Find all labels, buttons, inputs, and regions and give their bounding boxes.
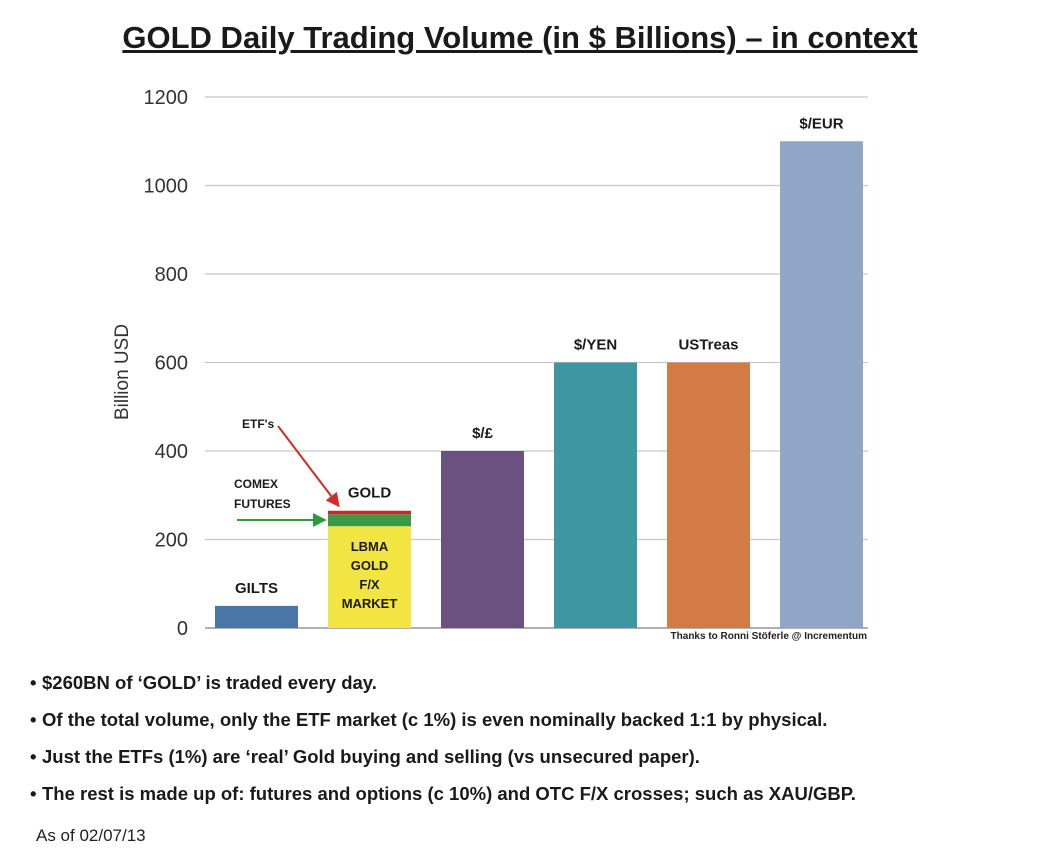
comex-annotation: FUTURES (234, 497, 291, 511)
gold-stack-segment (328, 526, 411, 628)
bullet-list: • $260BN of ‘GOLD’ is traded every day. •… (30, 664, 856, 812)
gold-stack-segment (328, 514, 411, 527)
bar-label: GILTS (235, 580, 278, 597)
y-tick-label: 1000 (144, 176, 189, 198)
bar (780, 141, 863, 628)
gold-stack-segment (328, 510, 411, 515)
bar (554, 362, 637, 628)
bar-label: $/YEN (574, 337, 617, 354)
bar-label: GOLD (348, 485, 391, 502)
y-tick-label: 400 (155, 441, 188, 463)
chart-title: GOLD Daily Trading Volume (in $ Billions… (122, 20, 918, 55)
etf-arrow (277, 425, 340, 508)
gold-inside-label: MARKET (342, 596, 398, 611)
bar-label: USTreas (678, 337, 738, 354)
y-axis-label: Billion USD (112, 324, 133, 420)
y-tick-label: 600 (155, 353, 188, 375)
bar (215, 605, 298, 628)
y-tick-label: 200 (155, 530, 188, 552)
bar-label: $/£ (472, 425, 494, 442)
bullet-item: • Of the total volume, only the ETF marke… (30, 709, 828, 730)
as-of-date: As of 02/07/13 (36, 826, 146, 845)
gold-inside-label: LBMA (351, 539, 389, 554)
y-tick-labels: 0 200 400 600 800 1000 1200 (144, 87, 189, 640)
bullet-item: • $260BN of ‘GOLD’ is traded every day. (30, 672, 377, 693)
bar-labels: GILTS GOLD $/£ $/YEN USTreas $/EUR LBMA GOLD F/X… (235, 115, 844, 611)
bars (215, 141, 863, 628)
etf-annotation: ETF's (242, 417, 275, 431)
credit-note: Thanks to Ronni Stöferle @ Incrementum (671, 631, 868, 642)
gridlines (205, 96, 868, 629)
y-tick-label: 0 (177, 618, 188, 640)
gold-inside-label: F/X (359, 577, 380, 592)
bar (441, 451, 524, 628)
y-tick-label: 1200 (144, 87, 189, 109)
comex-annotation: COMEX (234, 477, 278, 491)
gold-inside-label: GOLD (351, 558, 389, 573)
y-tick-label: 800 (155, 264, 188, 286)
bar-label: $/EUR (799, 115, 843, 132)
bullet-item: • Just the ETFs (1%) are ‘real’ Gold buyi… (30, 746, 700, 767)
bullet-item: • The rest is made up of: futures and opt… (30, 783, 856, 804)
bar (667, 362, 750, 628)
annotations: ETF's COMEX FUTURES (234, 417, 340, 527)
